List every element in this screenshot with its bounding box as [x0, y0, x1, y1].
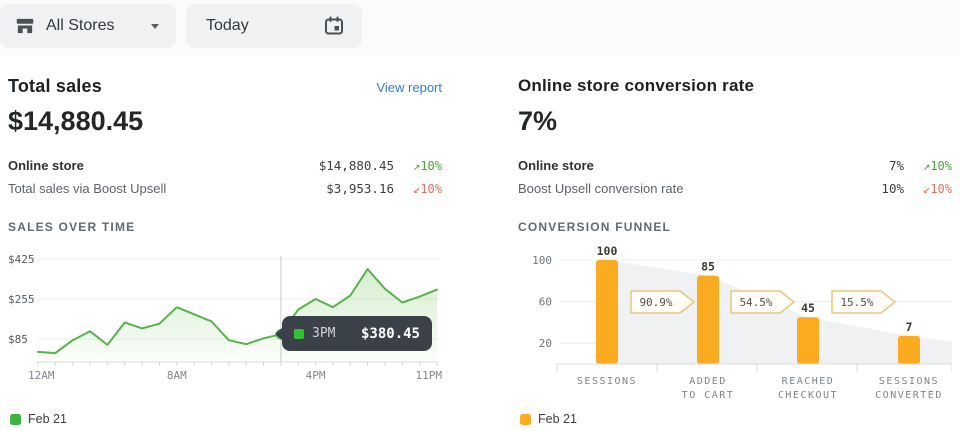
funnel-bar[interactable] [797, 317, 819, 364]
delta-arrow-icon: ↙ [923, 181, 931, 196]
conversion-badge-label: 15.5% [840, 296, 873, 309]
conversion-badge-label: 54.5% [739, 296, 772, 309]
metric-row-online-store-rate: Online store 7% ↗10% [518, 154, 952, 177]
store-filter-label: All Stores [46, 17, 115, 34]
bar-value-label: 100 [597, 244, 618, 258]
total-sales-metrics: Online store $14,880.45 ↗10% Total sales… [8, 154, 442, 200]
delta-arrow-icon: ↗ [413, 158, 421, 173]
category-label: TO CART [682, 390, 735, 401]
funnel-legend: Feb 21 [520, 412, 577, 426]
legend-swatch-green [10, 413, 21, 425]
category-label: SESSIONS [577, 376, 637, 387]
category-label: ADDED [689, 376, 727, 387]
y-axis-tick-label: $425 [8, 253, 35, 266]
bar-value-label: 7 [906, 320, 913, 334]
metric-label: Online store [8, 158, 84, 173]
y-axis-tick-label: $255 [8, 293, 35, 306]
category-label: SESSIONS [879, 376, 939, 387]
conversion-badge-label: 90.9% [639, 296, 672, 309]
chart-tooltip: 3PM $380.45 [275, 316, 432, 351]
y-axis-tick-label: 100 [532, 254, 552, 267]
sales-legend: Feb 21 [10, 412, 67, 426]
conversion-rate-metrics: Online store 7% ↗10% Boost Upsell conver… [518, 154, 952, 200]
metric-row-online-store: Online store $14,880.45 ↗10% [8, 154, 442, 177]
x-axis-tick-label: 11PM [416, 369, 443, 382]
tooltip-value: $380.45 [360, 325, 420, 342]
metric-label: Online store [518, 158, 594, 173]
category-label: CHECKOUT [778, 390, 838, 401]
legend-label: Feb 21 [28, 412, 67, 426]
funnel-bar-chart-svg[interactable]: 100 60 20 100 85 45 7 90.9% 54.5% 15.5% SESSIONS AD… [518, 242, 953, 407]
metric-delta: ↗10% [413, 158, 442, 173]
bar-value-label: 85 [701, 260, 715, 274]
store-icon [14, 15, 36, 37]
conversion-rate-value: 7% [518, 106, 558, 136]
y-axis-tick-label: $85 [8, 333, 28, 346]
bar-value-label: 45 [801, 301, 815, 315]
legend-swatch-orange [520, 413, 531, 425]
category-label: REACHED [782, 376, 835, 387]
metric-row-boost-upsell-sales: Total sales via Boost Upsell $3,953.16 ↙… [8, 177, 442, 200]
metric-value: $3,953.16 [326, 181, 394, 196]
date-filter-label: Today [206, 17, 249, 34]
legend-label: Feb 21 [538, 412, 577, 426]
store-filter-button[interactable]: All Stores [0, 4, 176, 48]
total-sales-title: Total sales [8, 76, 102, 96]
conversion-funnel-heading: CONVERSION FUNNEL [518, 220, 672, 234]
metric-value: $14,880.45 [318, 158, 394, 173]
metric-delta: ↙10% [413, 181, 442, 196]
y-axis-tick-label: 60 [539, 296, 552, 309]
metric-delta: ↗10% [923, 158, 952, 173]
funnel-bar[interactable] [596, 260, 618, 364]
tooltip-time: 3PM [312, 326, 336, 341]
total-sales-value: $14,880.45 [8, 106, 144, 136]
funnel-bar[interactable] [898, 335, 920, 364]
x-axis-tick-label: 8AM [167, 369, 187, 382]
category-label: CONVERTED [875, 390, 943, 401]
top-toolbar: All Stores Today [0, 0, 960, 55]
funnel-bar[interactable] [697, 275, 719, 364]
sales-over-time-heading: SALES OVER TIME [8, 220, 136, 234]
delta-arrow-icon: ↗ [923, 158, 931, 173]
conversion-rate-panel: Online store conversion rate 7% Online s… [518, 72, 953, 427]
delta-arrow-icon: ↙ [413, 181, 421, 196]
chevron-down-icon [148, 19, 162, 33]
metric-label: Total sales via Boost Upsell [8, 181, 167, 196]
sales-line [37, 268, 438, 355]
y-axis-tick-label: 20 [539, 337, 552, 350]
conversion-rate-title: Online store conversion rate [518, 76, 755, 95]
view-report-link[interactable]: View report [376, 80, 442, 95]
metric-row-boost-upsell-rate: Boost Upsell conversion rate 10% ↙10% [518, 177, 952, 200]
metric-label: Boost Upsell conversion rate [518, 181, 684, 196]
total-sales-panel: Total sales View report $14,880.45 Onlin… [8, 72, 442, 427]
metric-delta: ↙10% [923, 181, 952, 196]
conversion-badge [630, 290, 695, 314]
conversion-badge [831, 290, 896, 314]
metric-value: 10% [881, 181, 904, 196]
x-axis-tick-label: 12AM [28, 369, 55, 382]
date-filter-button[interactable]: Today [186, 4, 362, 48]
calendar-icon [322, 14, 346, 38]
conversion-funnel-chart[interactable]: 100 60 20 100 85 45 7 90.9% 54.5% 15.5% SESSIONS AD… [518, 242, 953, 407]
x-axis-tick-label: 4PM [306, 369, 326, 382]
conversion-badge [730, 290, 795, 314]
metric-value: 7% [888, 158, 904, 173]
tooltip-series-swatch [294, 328, 304, 339]
